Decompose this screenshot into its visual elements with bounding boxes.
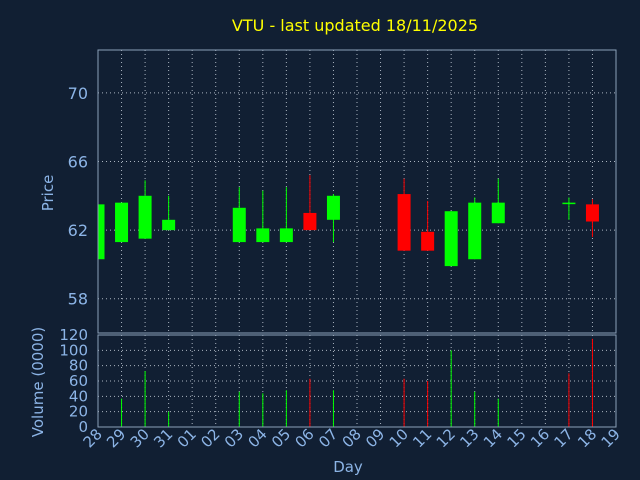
- candle-body: [326, 195, 340, 220]
- candle-body: [491, 202, 505, 224]
- day-tick-label: 08: [339, 425, 365, 451]
- day-tick-label: 02: [197, 425, 223, 451]
- day-tick-label: 19: [598, 425, 624, 451]
- day-tick-label: 05: [268, 425, 294, 451]
- day-tick-label: 04: [244, 425, 270, 451]
- candle-body: [279, 228, 293, 243]
- candle-body: [468, 202, 482, 260]
- price-tick-label: 58: [68, 290, 88, 309]
- candle-body: [256, 228, 270, 243]
- price-tick-label: 62: [68, 221, 88, 240]
- candle-body: [397, 194, 411, 251]
- volume-tick-label: 40: [69, 387, 88, 405]
- day-tick-label: 12: [433, 425, 459, 451]
- price-panel: 58 62 66 70: [68, 49, 617, 334]
- volume-tick-label: 20: [69, 403, 88, 421]
- x-axis-label: Day: [333, 458, 363, 476]
- volume-tick-label: 80: [69, 357, 88, 375]
- candle-body: [138, 195, 152, 239]
- candle-body: [585, 204, 599, 222]
- volume-tick-label: 0: [78, 418, 88, 436]
- volume-panel-frame: [97, 334, 617, 428]
- volume-tick-label: 120: [59, 326, 88, 344]
- day-tick-label: 30: [127, 425, 153, 451]
- candle-body: [303, 212, 317, 231]
- day-tick-label: 14: [480, 425, 506, 451]
- day-tick-label: 06: [292, 425, 318, 451]
- volume-tick-label: 100: [59, 341, 88, 359]
- day-tick-label: 11: [409, 425, 435, 451]
- candle-body: [421, 231, 435, 251]
- price-tick-label: 66: [68, 152, 88, 171]
- price-panel-frame: [97, 49, 617, 334]
- candle-body: [562, 202, 576, 205]
- volume-tick-label: 60: [69, 372, 88, 390]
- day-tick-label: 15: [503, 425, 529, 451]
- day-tick-label: 16: [527, 425, 553, 451]
- candle-body: [232, 207, 246, 243]
- day-tick-label: 31: [150, 425, 176, 451]
- candle-body: [98, 204, 105, 260]
- day-tick-label: 13: [456, 425, 482, 451]
- day-tick-label: 18: [574, 425, 600, 451]
- day-tick-label: 07: [315, 425, 341, 451]
- price-axis-label: Price: [39, 175, 57, 212]
- day-tick-label: 01: [174, 425, 200, 451]
- volume-panel: 0204060801001202829303101020304050607080…: [59, 326, 623, 451]
- candle-body: [162, 219, 176, 231]
- candle-body: [115, 202, 129, 243]
- day-tick-label: 17: [551, 425, 577, 451]
- day-tick-label: 10: [386, 425, 412, 451]
- day-tick-label: 09: [362, 425, 388, 451]
- day-tick-label: 29: [103, 425, 129, 451]
- day-tick-label: 03: [221, 425, 247, 451]
- price-tick-label: 70: [68, 84, 88, 103]
- volume-axis-label: Volume (0000): [29, 327, 47, 437]
- candle-body: [444, 211, 458, 267]
- chart-title: VTU - last updated 18/11/2025: [232, 16, 478, 35]
